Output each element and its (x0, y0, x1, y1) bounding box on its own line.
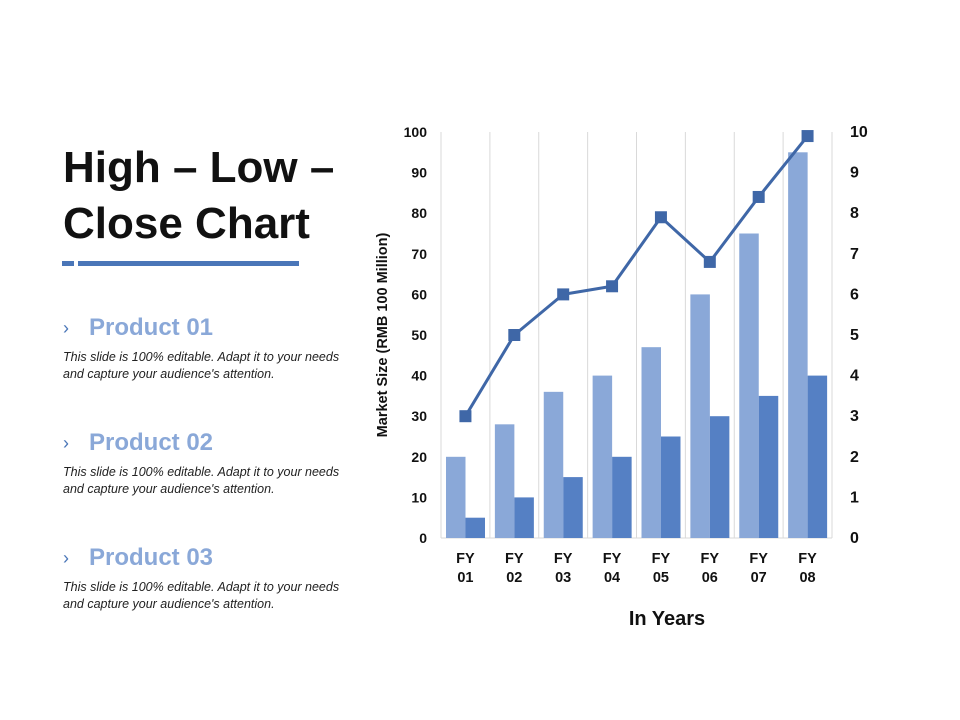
line-marker (654, 211, 667, 224)
y2-tick-label: 9 (850, 165, 859, 182)
x-tick-label: FY 08 (798, 551, 817, 586)
y2-tick-label: 0 (850, 530, 859, 547)
x-tick-label: FY 03 (554, 551, 573, 586)
x-tick-label-line: 04 (604, 570, 620, 586)
y-tick-label: 100 (404, 124, 428, 140)
y-tick-label: 30 (411, 408, 427, 424)
x-tick-label-line: 02 (506, 570, 522, 586)
line-marker (801, 130, 814, 143)
product-name: Product 03 (89, 544, 214, 571)
bar-series-1 (494, 424, 515, 538)
line-marker (459, 410, 472, 423)
bar-series-2 (807, 375, 828, 538)
y-tick-label: 60 (411, 286, 427, 302)
x-tick-label-line: FY (749, 551, 768, 567)
x-tick-label-line: 08 (799, 570, 815, 586)
x-tick-label-line: 07 (751, 570, 767, 586)
x-tick-label: FY 07 (749, 551, 768, 586)
bar-series-2 (514, 497, 534, 538)
product-description: This slide is 100% editable. Adapt it to… (63, 465, 340, 496)
x-tick-label-line: FY (554, 551, 573, 567)
title-line-1: High – Low – (63, 143, 335, 192)
y2-tick-label: 8 (850, 205, 859, 222)
x-tick-label-line: FY (798, 551, 817, 567)
bar-series-1 (592, 375, 613, 538)
y2-tick-label: 3 (850, 408, 859, 425)
y2-tick-label: 1 (850, 489, 859, 506)
x-tick-label-line: FY (603, 551, 622, 567)
y-tick-label: 0 (419, 530, 427, 546)
bar-series-2 (709, 416, 730, 538)
y-axis-title: Market Size (RMB 100 Million) (375, 233, 391, 438)
y2-tick-label: 10 (850, 124, 868, 141)
y-tick-label: 80 (411, 205, 427, 221)
line-marker (606, 280, 619, 293)
y-tick-label: 40 (411, 368, 427, 384)
x-tick-label: FY 06 (701, 551, 720, 586)
page-title: High – Low – Close Chart (63, 140, 383, 252)
bar-series-2 (758, 395, 779, 538)
product-name: Product 02 (89, 429, 214, 456)
x-tick-label-line: FY (652, 551, 671, 567)
y-tick-label: 10 (411, 489, 427, 505)
line-marker (557, 288, 570, 301)
y2-tick-label: 7 (850, 246, 859, 263)
x-tick-label-line: 03 (555, 570, 571, 586)
x-tick-label-line: 01 (457, 570, 473, 586)
y2-tick-label: 5 (850, 327, 859, 344)
bar-series-1 (739, 233, 759, 538)
title-line-2: Close Chart (63, 199, 310, 248)
x-tick-label-line: FY (701, 551, 720, 567)
title-underline-short (62, 261, 74, 266)
y-tick-label: 50 (411, 327, 427, 343)
bar-series-1 (690, 294, 710, 538)
bar-series-1 (446, 456, 466, 538)
x-tick-label: FY 04 (603, 551, 622, 586)
title-underline-long (78, 261, 299, 266)
bar-series-1 (641, 347, 661, 538)
x-tick-label: FY 05 (652, 551, 671, 586)
y2-tick-label: 6 (850, 286, 859, 303)
product-item-02: › Product 02 This slide is 100% editable… (63, 428, 353, 498)
line-marker (703, 255, 716, 268)
product-description: This slide is 100% editable. Adapt it to… (63, 580, 340, 611)
x-axis-title: In Years (629, 608, 705, 630)
y-tick-label: 90 (411, 165, 427, 181)
chevron-right-icon: › (63, 317, 69, 338)
bar-series-2 (563, 477, 583, 538)
y-tick-label: 70 (411, 246, 427, 262)
product-item-03: › Product 03 This slide is 100% editable… (63, 543, 353, 613)
product-name: Product 01 (89, 314, 214, 341)
x-tick-label: FY 02 (505, 551, 524, 586)
bar-series-1 (543, 391, 564, 538)
product-item-01: › Product 01 This slide is 100% editable… (63, 313, 353, 383)
x-tick-label-line: FY (456, 551, 475, 567)
x-tick-label-line: 06 (702, 570, 718, 586)
line-marker (752, 190, 765, 203)
bar-series-1 (788, 152, 808, 539)
y-tick-label: 20 (411, 449, 427, 465)
x-tick-label-line: 05 (653, 570, 669, 586)
line-marker (508, 329, 521, 341)
y2-tick-label: 2 (850, 449, 859, 466)
x-tick-label: FY 01 (456, 551, 475, 586)
x-tick-label-line: FY (505, 551, 524, 567)
bar-series-2 (465, 517, 485, 538)
line-series (464, 135, 809, 417)
product-description: This slide is 100% editable. Adapt it to… (63, 350, 340, 381)
chevron-right-icon: › (63, 432, 69, 453)
chevron-right-icon: › (63, 547, 69, 568)
y2-tick-label: 4 (850, 368, 859, 385)
bar-series-2 (612, 456, 632, 538)
bar-series-2 (661, 436, 681, 538)
